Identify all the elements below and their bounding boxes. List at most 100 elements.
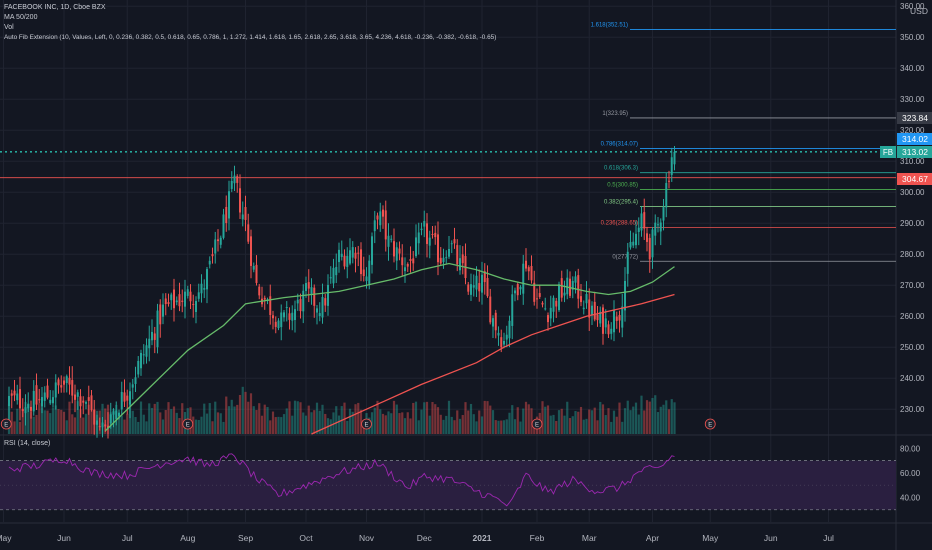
candle-body [511,294,514,326]
volume-bar [670,399,673,434]
candle-body [35,385,38,405]
volume-bar [527,404,530,434]
volume-bar [321,404,324,434]
volume-bar [324,413,327,434]
candle-body [434,232,437,238]
candle-body [431,233,434,236]
candle-body [637,227,640,232]
candle-body [541,302,544,305]
price-tick-label: 290.00 [900,219,925,228]
earnings-marker [361,418,372,430]
legend-vol[interactable]: Vol [4,24,14,31]
volume-bar [65,420,68,434]
price-tick-label: 310.00 [900,157,925,166]
volume-bar [522,408,525,434]
candle-body [101,422,104,428]
candle-body [85,402,87,404]
volume-bar [274,417,277,434]
volume-bar [241,386,244,434]
volume-bar [579,406,583,434]
candle-body [291,312,294,321]
volume-bar [497,420,500,434]
earnings-marker-label: E [708,423,712,429]
candle-body [379,211,382,226]
volume-bar [596,420,599,434]
candle-body [49,399,52,404]
candle-body [324,298,327,306]
volume-bar [142,414,145,434]
time-tick-label: 2021 [473,533,492,543]
earnings-marker-label: E [535,423,539,429]
volume-bar [203,403,206,434]
legend-fib[interactable]: Auto Fib Extension (10, Values, Left, 0,… [4,34,497,41]
volume-bar [651,397,654,434]
candle-body [519,286,522,290]
candle-body [181,300,184,302]
candle-body [492,318,494,327]
candle-body [654,222,657,236]
earnings-marker-label: E [4,423,8,429]
candle-body [549,307,552,319]
candle-body [247,224,250,242]
candle-body [71,380,74,396]
volume-bar [505,419,508,434]
volume-bar [425,401,429,434]
volume-bar [238,394,242,434]
volume-bar [486,401,489,434]
candle-body [437,234,439,263]
candle-body [217,239,219,242]
candle-body [57,379,60,386]
price-tick-label: 230.00 [900,405,925,414]
candle-body [508,320,511,339]
candle-body [596,314,599,321]
candle-body [60,385,63,388]
candle-body [514,290,516,294]
volume-bar [236,404,239,434]
candle-body [189,291,192,302]
volume-bar [648,401,651,434]
candle-body [32,390,35,412]
candle-body [115,410,118,419]
legend-ma[interactable]: MA 50/200 [4,14,38,21]
candle-body [659,222,662,232]
volume-bar [621,421,624,434]
price-label-current: 313.02 [902,147,928,157]
volume-bar [296,401,299,434]
candle-body [63,380,65,385]
candle-body [178,294,181,307]
price-tick-label: 300.00 [900,188,925,197]
candle-body [76,392,79,397]
candle-body [302,290,305,312]
volume-bar [423,402,426,434]
candle-body [577,275,580,299]
candle-body [343,255,346,267]
price-tick-label: 340.00 [900,64,925,73]
legend-rsi[interactable]: RSI (14, close) [4,440,51,447]
candle-body [354,252,357,259]
volume-bar [82,417,85,434]
candle-body [401,257,404,266]
candle-body [459,258,461,271]
candle-body [571,280,574,290]
volume-bar [615,416,618,434]
time-tick-label: Mar [582,533,597,543]
candle-body [585,294,588,304]
earnings-marker [704,418,716,430]
candle-body [316,308,318,313]
rsi-series-line [8,453,675,507]
volume-bar [513,419,517,434]
candle-body [395,247,398,261]
volume-bar [456,410,459,434]
candle-body [313,287,316,306]
legend-symbol[interactable]: FACEBOOK INC, 1D, Cboe BZX [4,4,106,11]
volume-bar [49,413,52,434]
candle-body [566,277,569,295]
fib-label-0.236: 0.236(288.65) [601,220,638,226]
candle-body [426,223,428,244]
candle-body [552,297,555,312]
volume-bar [618,402,621,434]
volume-bar [442,419,445,434]
volume-bar [434,404,437,434]
